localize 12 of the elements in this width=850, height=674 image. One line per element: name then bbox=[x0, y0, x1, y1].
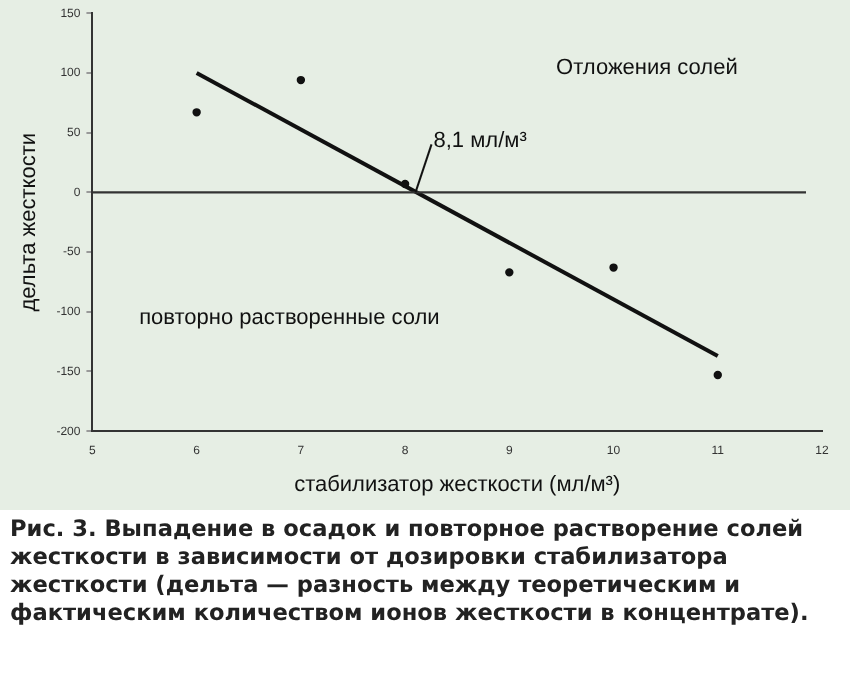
annotation: Отложения солей bbox=[556, 55, 738, 80]
annotation: 8,1 мл/м³ bbox=[433, 129, 528, 154]
annotation: повторно растворенные соли bbox=[139, 306, 440, 331]
point bbox=[192, 108, 201, 117]
y-axis-title: дельта жесткости bbox=[17, 132, 42, 312]
text: Рис. 3. Выпадение в осадок и повторное растворение солей жесткости в зависимости от дозировки стабилизатора жесткости (дельта — разность между теоретическим и фактическим количеством ионов жесткости в концентрате). bbox=[8, 514, 811, 628]
point bbox=[400, 179, 410, 189]
point bbox=[713, 370, 722, 380]
point bbox=[609, 263, 618, 272]
point bbox=[505, 268, 514, 277]
x-axis-title: стабилизатор жесткости (мл/м³) bbox=[294, 472, 621, 497]
point bbox=[296, 75, 306, 85]
